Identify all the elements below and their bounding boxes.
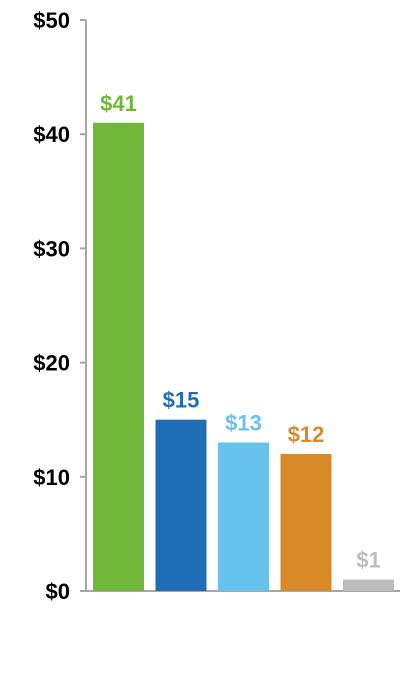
y-tick-label: $30 <box>33 236 70 261</box>
y-tick-label: $20 <box>33 351 70 376</box>
bar-value-label: $41 <box>100 91 137 116</box>
bars <box>93 122 394 591</box>
bar <box>93 122 144 591</box>
y-tick-label: $0 <box>46 579 70 604</box>
bar-value-label: $15 <box>163 388 200 413</box>
bar-value-label: $13 <box>225 411 262 436</box>
bar-value-label: $1 <box>356 548 380 573</box>
bar <box>155 419 207 591</box>
data-labels: $41 $15 $13 $12 $1 <box>100 91 381 573</box>
bar <box>280 453 332 591</box>
y-tick-label: $40 <box>33 122 70 147</box>
bar <box>343 579 394 591</box>
y-tick-label: $10 <box>33 465 70 490</box>
bar <box>218 442 269 591</box>
y-tick-label: $50 <box>33 8 70 33</box>
y-axis: $0 $10 $20 $30 $40 $50 <box>33 8 400 604</box>
bar-value-label: $12 <box>288 422 325 447</box>
